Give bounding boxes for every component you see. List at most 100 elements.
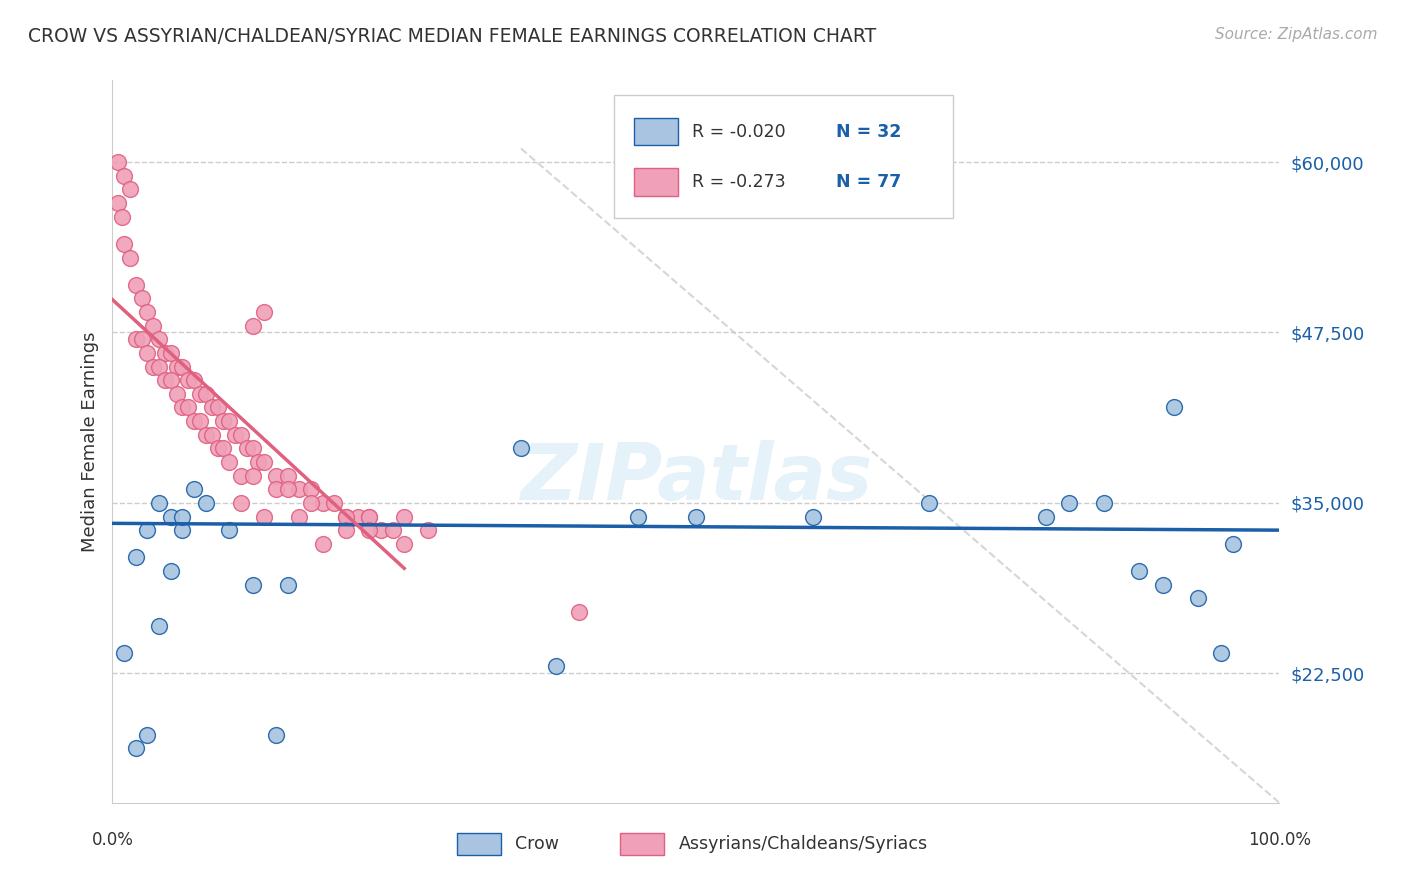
Point: [264, 482, 287, 496]
Point: [416, 523, 439, 537]
Text: Source: ZipAtlas.com: Source: ZipAtlas.com: [1215, 27, 1378, 42]
Point: [299, 496, 322, 510]
Point: [288, 482, 311, 496]
Text: N = 32: N = 32: [837, 122, 901, 141]
Point: [125, 550, 148, 565]
Point: [253, 509, 276, 524]
Point: [218, 414, 240, 428]
Point: [229, 468, 252, 483]
Point: [359, 509, 381, 524]
Point: [1094, 496, 1116, 510]
Point: [370, 523, 392, 537]
Point: [229, 427, 252, 442]
Text: CROW VS ASSYRIAN/CHALDEAN/SYRIAC MEDIAN FEMALE EARNINGS CORRELATION CHART: CROW VS ASSYRIAN/CHALDEAN/SYRIAC MEDIAN …: [28, 27, 876, 45]
Point: [276, 482, 298, 496]
Point: [264, 468, 287, 483]
Point: [201, 427, 224, 442]
Point: [235, 442, 257, 456]
Text: N = 77: N = 77: [837, 173, 901, 191]
Point: [1209, 646, 1232, 660]
Point: [242, 318, 264, 333]
Bar: [634, 169, 679, 196]
Point: [183, 482, 205, 496]
Point: [194, 427, 217, 442]
Point: [142, 318, 165, 333]
Point: [188, 414, 211, 428]
Point: [148, 618, 170, 632]
Point: [1128, 564, 1150, 578]
Point: [394, 509, 416, 524]
Point: [1222, 537, 1244, 551]
Point: [188, 387, 211, 401]
Point: [253, 305, 276, 319]
Point: [288, 509, 311, 524]
Point: [247, 455, 270, 469]
Point: [160, 346, 183, 360]
Point: [136, 305, 159, 319]
Text: Assyrians/Chaldeans/Syriacs: Assyrians/Chaldeans/Syriacs: [679, 835, 928, 853]
Point: [107, 196, 129, 211]
Point: [381, 523, 404, 537]
Point: [125, 277, 148, 292]
Point: [1187, 591, 1209, 606]
Point: [166, 387, 188, 401]
Point: [136, 523, 159, 537]
Point: [172, 359, 194, 374]
Point: [218, 523, 240, 537]
Point: [112, 236, 135, 251]
Point: [125, 741, 148, 756]
Point: [1163, 401, 1185, 415]
Point: [801, 509, 824, 524]
Point: [148, 496, 170, 510]
Bar: [457, 833, 501, 855]
Point: [194, 387, 217, 401]
Point: [311, 537, 333, 551]
Point: [276, 577, 298, 591]
Point: [153, 373, 176, 387]
Point: [194, 496, 217, 510]
Point: [207, 401, 229, 415]
Point: [218, 455, 240, 469]
Point: [142, 359, 165, 374]
FancyBboxPatch shape: [614, 95, 953, 218]
Point: [346, 509, 368, 524]
Point: [107, 155, 129, 169]
Point: [264, 728, 287, 742]
Text: Crow: Crow: [515, 835, 560, 853]
Point: [160, 564, 183, 578]
Point: [111, 210, 134, 224]
Text: ZIPatlas: ZIPatlas: [520, 440, 872, 516]
Point: [148, 332, 170, 346]
Point: [627, 509, 650, 524]
Point: [183, 414, 205, 428]
Point: [112, 646, 135, 660]
Point: [685, 509, 707, 524]
Point: [335, 509, 357, 524]
Point: [136, 728, 159, 742]
Point: [394, 537, 416, 551]
Point: [335, 509, 357, 524]
Point: [131, 332, 153, 346]
Point: [201, 401, 224, 415]
Point: [112, 169, 135, 183]
Text: R = -0.020: R = -0.020: [693, 122, 786, 141]
Point: [323, 496, 346, 510]
Point: [131, 292, 153, 306]
Point: [224, 427, 246, 442]
Point: [359, 509, 381, 524]
Point: [544, 659, 567, 673]
Point: [153, 346, 176, 360]
Point: [136, 346, 159, 360]
Point: [335, 523, 357, 537]
Point: [177, 401, 200, 415]
Point: [311, 496, 333, 510]
Point: [183, 373, 205, 387]
Point: [253, 455, 276, 469]
Point: [207, 442, 229, 456]
Point: [125, 332, 148, 346]
Point: [299, 482, 322, 496]
Point: [1059, 496, 1081, 510]
Point: [172, 523, 194, 537]
Point: [509, 442, 531, 456]
Point: [229, 496, 252, 510]
